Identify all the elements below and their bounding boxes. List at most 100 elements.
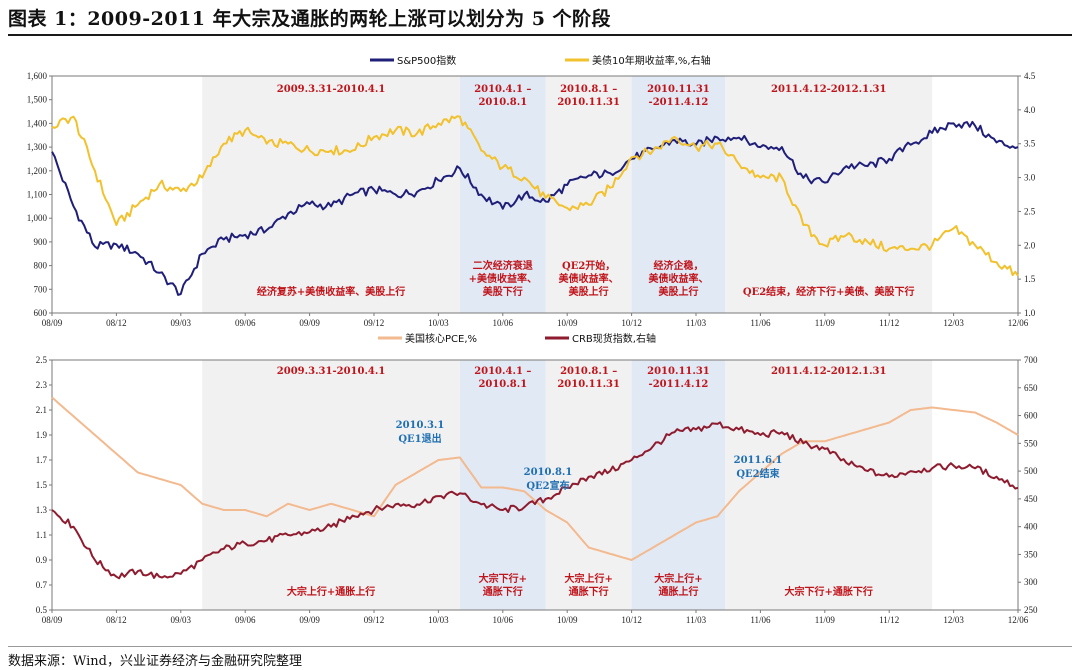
y-right-tick-label: 250 bbox=[1024, 605, 1038, 615]
y-right-tick-label: 2.5 bbox=[1024, 206, 1036, 216]
x-tick-label: 08/12 bbox=[106, 615, 127, 625]
legend-label-1: 美国核心PCE,% bbox=[405, 332, 477, 345]
phase-annotation-4: 经济企稳，美债收益率、美股上行 bbox=[648, 259, 708, 298]
y-left-tick-label: 1,100 bbox=[27, 190, 48, 200]
y-right-tick-label: 550 bbox=[1024, 438, 1038, 448]
y-left-tick-label: 1.9 bbox=[36, 430, 48, 440]
x-tick-label: 09/06 bbox=[235, 615, 256, 625]
x-tick-label: 10/09 bbox=[557, 615, 578, 625]
x-tick-label: 08/12 bbox=[106, 318, 127, 328]
period-band-2 bbox=[459, 76, 546, 313]
x-tick-label: 11/03 bbox=[686, 615, 707, 625]
y-left-tick-label: 0.5 bbox=[36, 605, 48, 615]
phase-annotation-2: 二次经济衰退+美债收益率、美股下行 bbox=[469, 259, 537, 298]
x-tick-label: 09/06 bbox=[235, 318, 256, 328]
period-band-1 bbox=[202, 360, 460, 610]
x-tick-label: 12/03 bbox=[943, 615, 964, 625]
period-label-4: 2010.11.31 -2011.4.12 bbox=[647, 366, 710, 390]
y-left-tick-label: 1.1 bbox=[36, 530, 47, 540]
event-note-2: 2010.8.1 QE2宣布 bbox=[524, 467, 573, 492]
y-left-tick-label: 1,200 bbox=[27, 166, 48, 176]
x-tick-label: 12/06 bbox=[1008, 615, 1029, 625]
period-label-5: 2011.4.12-2012.1.31 bbox=[771, 366, 887, 377]
phase-annotation-5: 大宗下行+通胀下行 bbox=[785, 585, 873, 598]
y-right-tick-label: 600 bbox=[1024, 411, 1038, 421]
period-band-1 bbox=[202, 76, 460, 313]
y-left-tick-label: 1,000 bbox=[27, 213, 48, 223]
period-band-4 bbox=[631, 360, 726, 610]
phase-annotation-1: 经济复苏+美债收益率、美股上行 bbox=[257, 285, 405, 298]
series-line-2 bbox=[51, 421, 1019, 580]
y-right-tick-label: 400 bbox=[1024, 522, 1038, 532]
x-tick-label: 10/06 bbox=[493, 615, 514, 625]
y-left-tick-label: 800 bbox=[34, 261, 48, 271]
x-tick-label: 09/03 bbox=[171, 615, 192, 625]
x-tick-label: 08/09 bbox=[42, 318, 63, 328]
period-label-1: 2009.3.31-2010.4.1 bbox=[277, 84, 386, 95]
x-tick-label: 10/12 bbox=[621, 615, 642, 625]
y-left-tick-label: 1.5 bbox=[36, 480, 48, 490]
period-band-5 bbox=[725, 76, 933, 313]
y-left-tick-label: 0.7 bbox=[36, 580, 48, 590]
x-tick-label: 09/03 bbox=[171, 318, 192, 328]
phase-annotation-3: QE2开始，美债收益率、美股上行 bbox=[559, 259, 619, 298]
y-right-tick-label: 4.5 bbox=[1024, 71, 1036, 81]
period-label-3: 2010.8.1 –2010.11.31 bbox=[557, 84, 620, 108]
x-tick-label: 10/06 bbox=[493, 318, 514, 328]
series-line-2 bbox=[51, 115, 1019, 277]
y-left-tick-label: 1.7 bbox=[36, 455, 48, 465]
y-left-tick-label: 1,400 bbox=[27, 118, 48, 128]
title-divider bbox=[8, 34, 1072, 36]
period-band-3 bbox=[545, 360, 632, 610]
legend-label-2: CRB现货指数,右轴 bbox=[572, 332, 656, 345]
page-title: 图表 1：2009-2011 年大宗及通胀的两轮上涨可以划分为 5 个阶段 bbox=[8, 8, 612, 30]
x-tick-label: 11/12 bbox=[879, 615, 899, 625]
chart-top: 600 700 800 900 1,000 1,100 1,200 1,300 1,400 1,5… bbox=[27, 54, 1036, 328]
period-label-4: 2010.11.31 -2011.4.12 bbox=[647, 84, 710, 108]
event-note-1: 2010.3.1 QE1退出 bbox=[396, 420, 445, 445]
x-tick-label: 10/03 bbox=[428, 318, 449, 328]
legend-label-2: 美债10年期收益率,%,右轴 bbox=[592, 54, 711, 67]
source-note: 数据来源：Wind，兴业证券经济与金融研究院整理 bbox=[8, 654, 302, 669]
x-tick-label: 12/06 bbox=[1008, 318, 1029, 328]
y-left-tick-label: 2.1 bbox=[36, 405, 47, 415]
x-tick-label: 11/09 bbox=[815, 318, 836, 328]
series-line-1 bbox=[51, 120, 1019, 296]
phase-annotation-5: QE2结束，经济下行+美债、美股下行 bbox=[743, 285, 915, 298]
y-left-tick-label: 900 bbox=[34, 237, 48, 247]
y-right-tick-label: 300 bbox=[1024, 577, 1038, 587]
period-label-5: 2011.4.12-2012.1.31 bbox=[771, 84, 887, 95]
period-label-3: 2010.8.1 –2010.11.31 bbox=[557, 366, 620, 390]
phase-annotation-4: 大宗上行+通胀上行 bbox=[654, 572, 702, 598]
y-left-tick-label: 0.9 bbox=[36, 555, 48, 565]
y-left-tick-label: 700 bbox=[34, 284, 48, 294]
x-tick-label: 10/12 bbox=[621, 318, 642, 328]
y-right-tick-label: 3.5 bbox=[1024, 139, 1036, 149]
series-line-1 bbox=[51, 396, 1019, 561]
y-right-tick-label: 700 bbox=[1024, 355, 1038, 365]
period-band-2 bbox=[459, 360, 546, 610]
y-right-tick-label: 1.0 bbox=[1024, 308, 1036, 318]
period-band-4 bbox=[631, 76, 726, 313]
y-right-tick-label: 2.0 bbox=[1024, 240, 1036, 250]
period-label-1: 2009.3.31-2010.4.1 bbox=[277, 366, 386, 377]
x-tick-label: 08/09 bbox=[42, 615, 63, 625]
period-label-2: 2010.4.1 –2010.8.1 bbox=[474, 366, 531, 390]
y-left-tick-label: 2.5 bbox=[36, 355, 48, 365]
x-tick-label: 10/09 bbox=[557, 318, 578, 328]
x-tick-label: 09/09 bbox=[299, 318, 320, 328]
x-tick-label: 09/12 bbox=[364, 318, 385, 328]
y-right-tick-label: 3.0 bbox=[1024, 173, 1036, 183]
chart-bottom: 0.5 0.7 0.9 1.1 1.3 1.5 1.7 1.9 2.1 2.3 2.5 250 300 3… bbox=[36, 332, 1038, 625]
legend-label-1: S&P500指数 bbox=[397, 54, 456, 67]
x-tick-label: 11/06 bbox=[750, 615, 771, 625]
y-left-tick-label: 1.3 bbox=[36, 505, 48, 515]
y-left-tick-label: 1,600 bbox=[27, 71, 48, 81]
y-right-tick-label: 650 bbox=[1024, 383, 1038, 393]
y-right-tick-label: 450 bbox=[1024, 494, 1038, 504]
x-tick-label: 10/03 bbox=[428, 615, 449, 625]
period-band-5 bbox=[725, 360, 933, 610]
x-tick-label: 09/12 bbox=[364, 615, 385, 625]
x-tick-label: 11/03 bbox=[686, 318, 707, 328]
